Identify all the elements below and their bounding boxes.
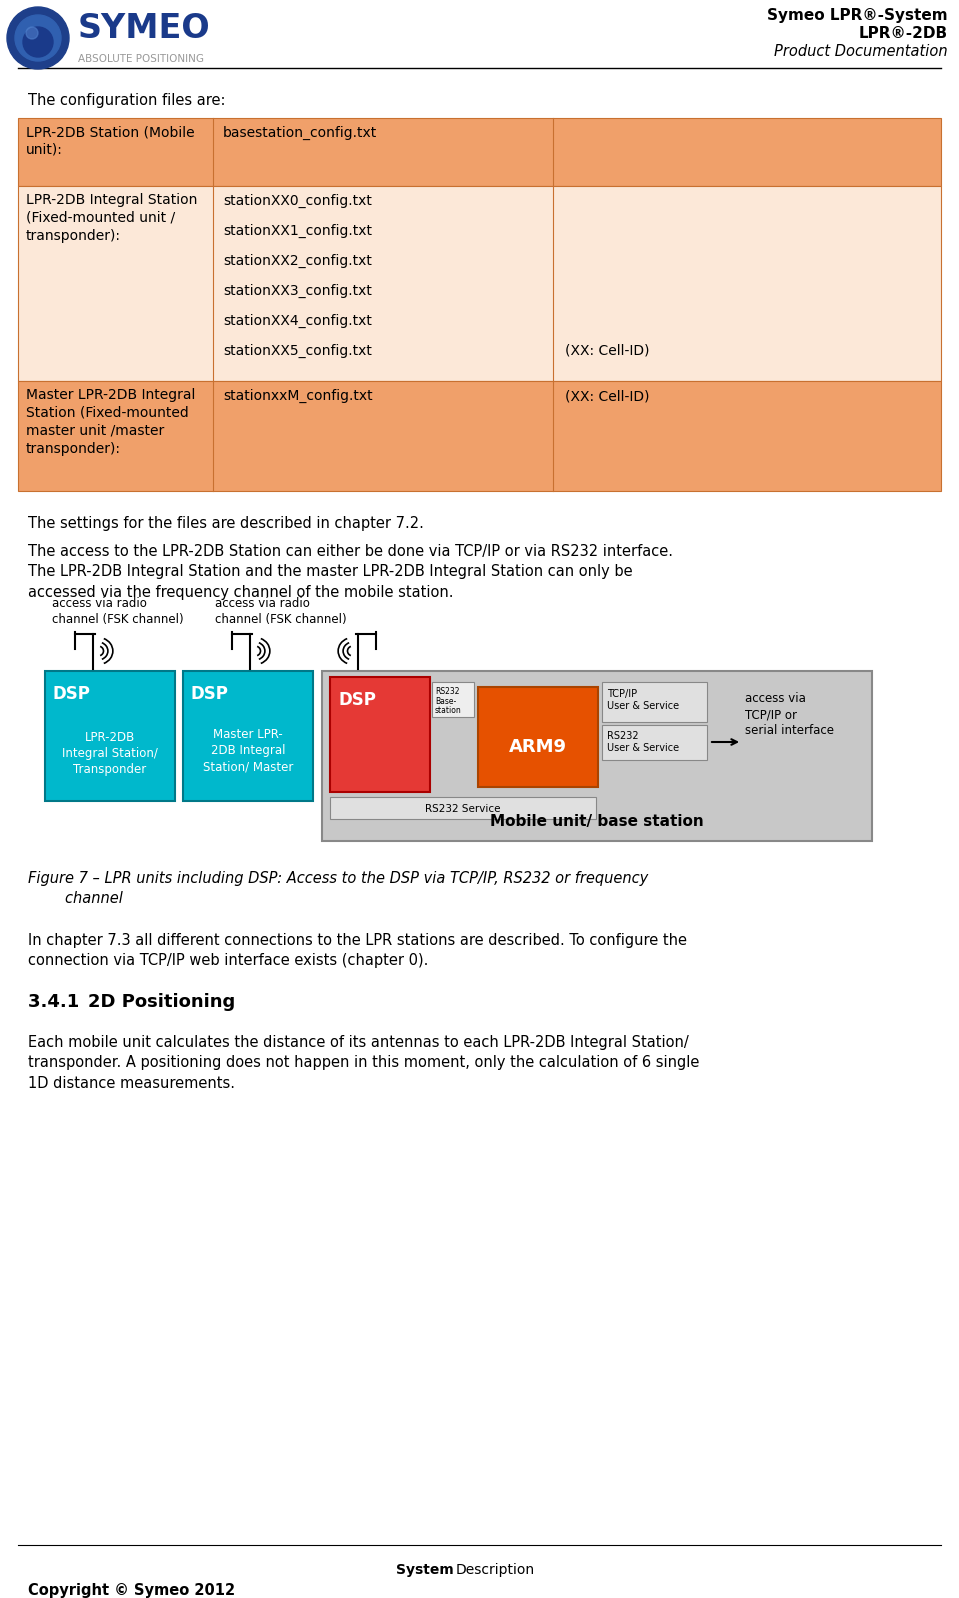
Text: stationXX1_config.txt: stationXX1_config.txt xyxy=(223,224,372,238)
Text: stationXX4_config.txt: stationXX4_config.txt xyxy=(223,313,372,328)
Circle shape xyxy=(23,27,53,58)
Text: stationXX5_config.txt: stationXX5_config.txt xyxy=(223,344,372,358)
Text: LPR-2DB Station (Mobile
unit):: LPR-2DB Station (Mobile unit): xyxy=(26,125,195,157)
Text: stationXX2_config.txt: stationXX2_config.txt xyxy=(223,254,372,268)
Text: Master LPR-2DB Integral
Station (Fixed-mounted
master unit /master
transponder):: Master LPR-2DB Integral Station (Fixed-m… xyxy=(26,388,196,455)
Text: DSP: DSP xyxy=(53,686,91,703)
Text: Description: Description xyxy=(456,1563,535,1577)
FancyBboxPatch shape xyxy=(330,678,430,793)
Text: Master LPR-
2DB Integral
Station/ Master: Master LPR- 2DB Integral Station/ Master xyxy=(202,729,293,773)
Circle shape xyxy=(26,27,38,38)
Text: LPR-2DB
Integral Station/
Transponder: LPR-2DB Integral Station/ Transponder xyxy=(62,730,158,777)
Text: LPR-2DB Integral Station
(Fixed-mounted unit /
transponder):: LPR-2DB Integral Station (Fixed-mounted … xyxy=(26,193,198,243)
Text: System: System xyxy=(396,1563,454,1577)
Text: Copyright © Symeo 2012: Copyright © Symeo 2012 xyxy=(28,1584,235,1598)
Text: The configuration files are:: The configuration files are: xyxy=(28,93,225,109)
Text: Mobile unit/ base station: Mobile unit/ base station xyxy=(490,813,704,829)
FancyBboxPatch shape xyxy=(18,380,941,491)
Text: access via
TCP/IP or
serial interface: access via TCP/IP or serial interface xyxy=(745,692,834,737)
FancyBboxPatch shape xyxy=(432,682,474,718)
Text: stationXX0_config.txt: stationXX0_config.txt xyxy=(223,193,372,208)
FancyBboxPatch shape xyxy=(18,185,941,380)
Text: Product Documentation: Product Documentation xyxy=(774,45,948,59)
Text: 2D Positioning: 2D Positioning xyxy=(88,992,235,1012)
Text: SYMEO: SYMEO xyxy=(78,13,211,45)
Text: The settings for the files are described in chapter 7.2.: The settings for the files are described… xyxy=(28,516,424,531)
Text: RS232
User & Service: RS232 User & Service xyxy=(607,730,679,753)
Text: RS232
Base-
station: RS232 Base- station xyxy=(435,687,461,716)
Text: Symeo LPR®-System: Symeo LPR®-System xyxy=(767,8,948,22)
Text: stationXX3_config.txt: stationXX3_config.txt xyxy=(223,284,372,299)
Text: DSP: DSP xyxy=(338,690,376,710)
Circle shape xyxy=(15,14,61,61)
Text: stationxxM_config.txt: stationxxM_config.txt xyxy=(223,388,373,403)
Text: access via radio
channel (FSK channel): access via radio channel (FSK channel) xyxy=(215,598,346,626)
FancyBboxPatch shape xyxy=(330,797,596,820)
Text: access via radio
channel (FSK channel): access via radio channel (FSK channel) xyxy=(52,598,183,626)
FancyBboxPatch shape xyxy=(602,725,707,761)
Text: Figure 7 – LPR units including DSP: Access to the DSP via TCP/IP, RS232 or frequ: Figure 7 – LPR units including DSP: Acce… xyxy=(28,871,648,906)
Text: Each mobile unit calculates the distance of its antennas to each LPR-2DB Integra: Each mobile unit calculates the distance… xyxy=(28,1036,699,1091)
Text: ABSOLUTE POSITIONING: ABSOLUTE POSITIONING xyxy=(78,54,204,64)
FancyBboxPatch shape xyxy=(183,671,313,801)
Text: RS232 Service: RS232 Service xyxy=(425,804,501,813)
Text: basestation_config.txt: basestation_config.txt xyxy=(223,126,377,141)
Text: LPR®-2DB: LPR®-2DB xyxy=(859,26,948,42)
FancyBboxPatch shape xyxy=(18,118,941,185)
Circle shape xyxy=(7,6,69,69)
Text: TCP/IP
User & Service: TCP/IP User & Service xyxy=(607,689,679,711)
FancyBboxPatch shape xyxy=(602,682,707,722)
Text: In chapter 7.3 all different connections to the LPR stations are described. To c: In chapter 7.3 all different connections… xyxy=(28,933,687,968)
Text: The access to the LPR-2DB Station can either be done via TCP/IP or via RS232 int: The access to the LPR-2DB Station can ei… xyxy=(28,543,673,599)
Text: ARM9: ARM9 xyxy=(509,738,567,756)
Text: DSP: DSP xyxy=(191,686,229,703)
Text: 3.4.1: 3.4.1 xyxy=(28,992,98,1012)
FancyBboxPatch shape xyxy=(322,671,872,841)
Text: (XX: Cell-ID): (XX: Cell-ID) xyxy=(565,344,649,358)
Text: (XX: Cell-ID): (XX: Cell-ID) xyxy=(565,388,649,403)
FancyBboxPatch shape xyxy=(478,687,598,786)
FancyBboxPatch shape xyxy=(45,671,175,801)
